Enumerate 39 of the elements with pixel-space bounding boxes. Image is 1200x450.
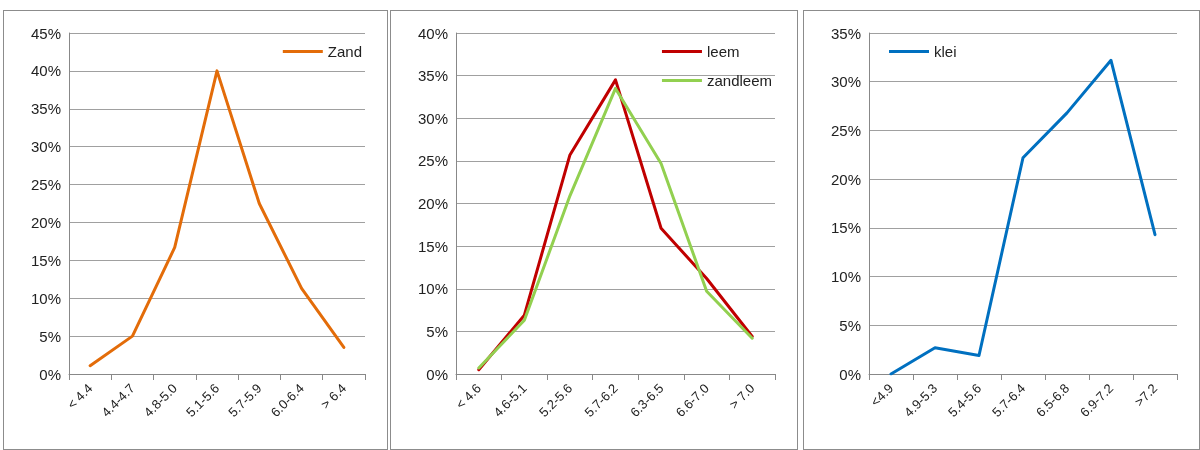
y-tick-label: 0% [426,365,448,383]
x-tick-label: > 7.0 [726,380,758,412]
y-tick-label: 20% [30,213,61,231]
x-tick-label: >7.2 [1131,380,1161,410]
y-tick-label: 5% [39,327,61,345]
y-tick-label: 5% [426,322,448,340]
y-tick-label: 25% [417,152,448,170]
y-tick-label: 35% [830,24,861,42]
y-tick-label: 35% [417,67,448,85]
y-tick-label: 0% [39,365,61,383]
y-tick-label: 40% [417,24,448,42]
y-tick-label: 30% [830,73,861,91]
legend-label: zandleem [706,72,773,89]
y-tick-label: 15% [30,251,61,269]
y-tick-label: 25% [830,121,861,139]
legend-label: Zand [327,43,363,60]
line-series [88,69,346,368]
y-tick-label: 20% [417,195,448,212]
y-tick-label: 30% [417,109,448,127]
x-tick-label: < 4.6 [452,380,485,412]
y-tick-label: 30% [30,138,61,156]
y-tick-label: 15% [417,237,448,255]
y-tick-label: 20% [830,170,861,188]
y-tick-label: 45% [30,24,61,42]
y-tick-label: 10% [830,268,861,286]
y-tick-label: 15% [830,219,861,237]
y-tick-label: 5% [839,316,861,334]
x-tick-label: < 4.4 [64,380,96,412]
x-tick-label: <4.9 [867,380,897,410]
y-tick-label: 35% [30,100,61,118]
y-tick-label: 10% [30,289,61,307]
legend-label: klei [934,43,957,60]
line-series [889,58,1157,376]
y-tick-label: 25% [30,176,61,194]
y-tick-label: 0% [839,365,861,383]
legend-label: leem [706,43,740,60]
y-tick-label: 40% [30,62,61,80]
x-tick-label: > 6.4 [317,380,350,412]
y-tick-label: 10% [417,280,448,298]
